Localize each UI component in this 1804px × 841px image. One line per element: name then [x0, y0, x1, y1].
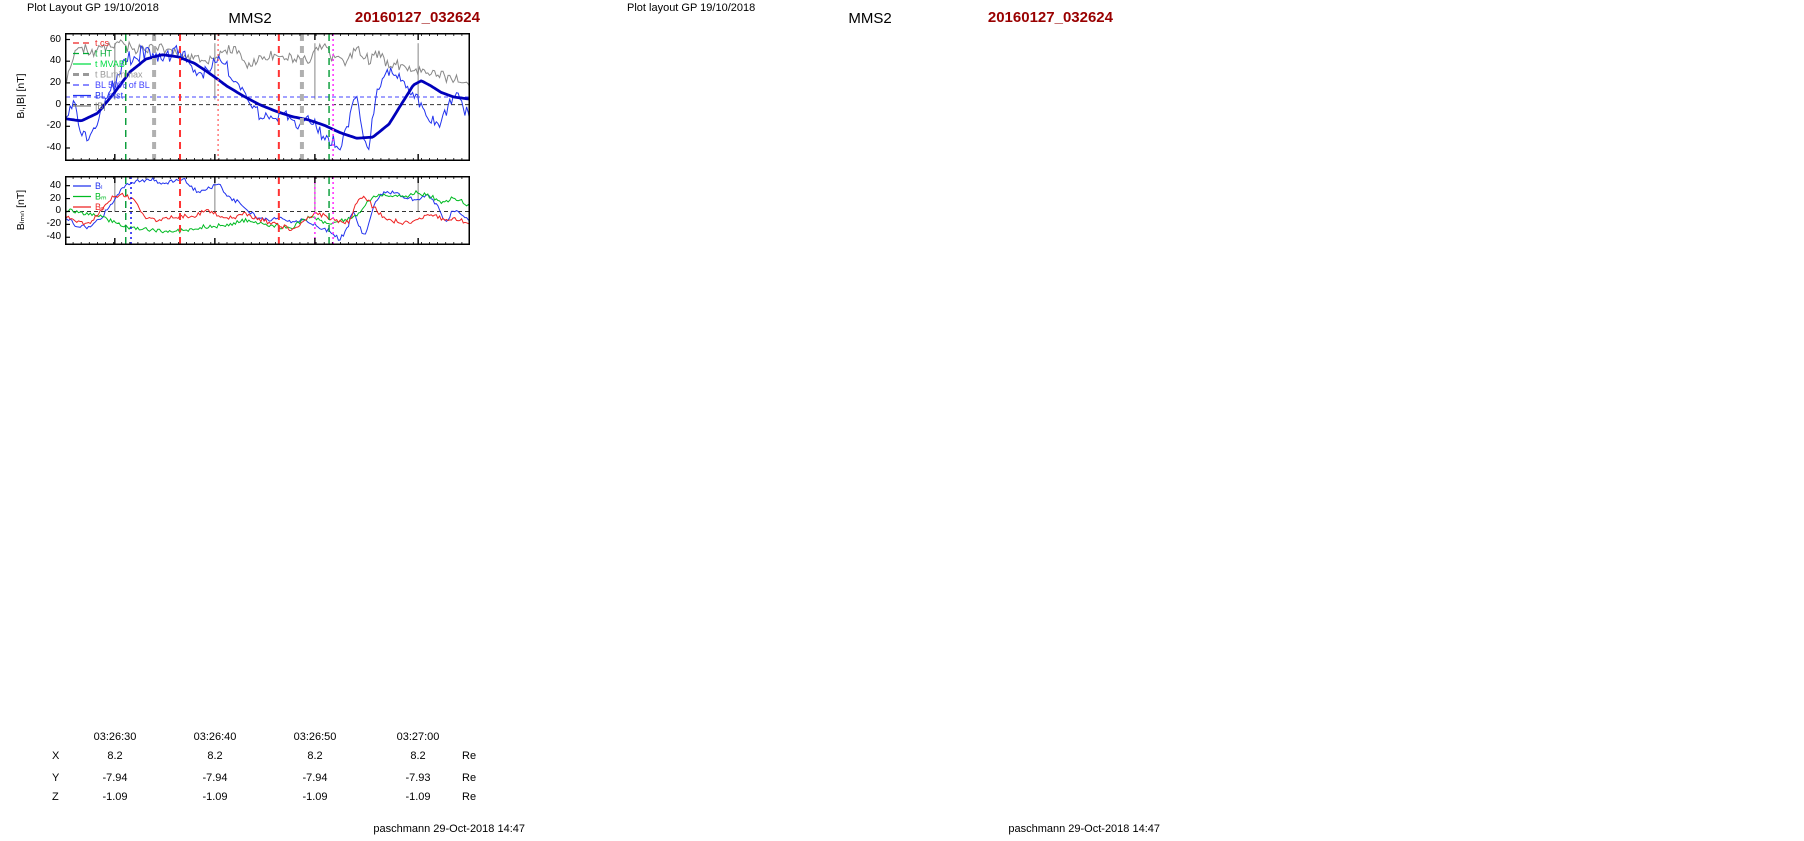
legend-label: |B|	[95, 101, 106, 111]
pos-value: 8.2	[207, 750, 223, 762]
time-tick-label: 03:26:50	[293, 731, 337, 743]
legend-label: t BLminmax	[95, 70, 143, 80]
pos-unit: Re	[462, 772, 477, 784]
pos-value: -1.09	[102, 791, 128, 803]
series-BM	[65, 189, 470, 235]
y-tick-label: -40	[46, 231, 61, 243]
left-plot-layout-label: Plot Layout GP 19/10/2018	[27, 2, 159, 14]
middle-credit-footer: paschmann 29-Oct-2018 14:47	[1008, 823, 1160, 835]
pos-value: -1.09	[302, 791, 328, 803]
legend-label: Bₗ	[95, 181, 103, 191]
left-spacecraft-title: MMS2	[228, 10, 272, 27]
legend-label: BL brst	[95, 91, 124, 101]
legend-label: Bₘ	[95, 192, 107, 202]
pos-value: -1.09	[202, 791, 228, 803]
y-tick-label: 40	[49, 179, 61, 191]
pos-value: -7.93	[405, 772, 431, 784]
legend-label: Bₙ	[95, 202, 105, 212]
pos-row-label: X	[52, 750, 60, 762]
legend-label: t HT	[95, 49, 113, 59]
pos-value: -7.94	[302, 772, 328, 784]
y-tick-label: 0	[55, 98, 61, 110]
left-event-id: 20160127_032624	[354, 9, 480, 26]
time-tick-label: 03:27:00	[396, 731, 440, 743]
middle-spacecraft-title: MMS2	[848, 10, 892, 27]
y-tick-label: 20	[49, 76, 61, 88]
info-panel	[1158, 2, 1804, 839]
middle-plot-layout-label: Plot layout GP 19/10/2018	[627, 2, 756, 14]
y-tick-label: -40	[46, 141, 61, 153]
panel-frame	[65, 176, 470, 245]
plot-ion-espec	[65, 245, 470, 311]
series-BL-smooth	[65, 53, 470, 140]
pos-value: -7.94	[202, 772, 228, 784]
pos-value: 8.2	[410, 750, 426, 762]
y-axis-label: Bₗ,|B| [nT]	[15, 73, 27, 119]
pos-row-label: Z	[52, 791, 59, 803]
y-axis-label: Bₗₘₙ [nT]	[15, 189, 27, 230]
y-tick-label: -20	[46, 120, 61, 132]
y-tick-label: 20	[49, 192, 61, 204]
middle-event-id: 20160127_032624	[987, 9, 1113, 26]
series-BL	[65, 176, 470, 241]
y-tick-label: -20	[46, 218, 61, 230]
series-Bmag	[65, 39, 470, 89]
y-tick-label: 40	[49, 55, 61, 67]
left-figure: Plot Layout GP 19/10/2018 MMS2 20160127_…	[0, 0, 600, 841]
legend-label: t MVAB	[95, 59, 125, 69]
legend-label: t cs	[95, 38, 110, 48]
left-credit-footer: paschmann 29-Oct-2018 14:47	[373, 823, 525, 835]
pos-row-label: Y	[52, 772, 60, 784]
time-tick-label: 03:26:30	[93, 731, 137, 743]
legend-label: BL 50% of BL	[95, 80, 150, 90]
y-tick-label: 0	[55, 205, 61, 217]
y-tick-label: 60	[49, 33, 61, 45]
series-BL-brst	[65, 44, 470, 151]
panel-blmn: Bₗ Bₘ Bₙ	[65, 176, 470, 245]
pos-unit: Re	[462, 791, 477, 803]
pos-unit: Re	[462, 750, 477, 762]
pos-value: 8.2	[307, 750, 323, 762]
middle-figure: Plot layout GP 19/10/2018 MMS2 20160127_…	[600, 0, 1165, 841]
pos-value: -1.09	[405, 791, 431, 803]
series-BN	[65, 192, 470, 232]
panel-ion-espec	[65, 245, 470, 311]
pos-value: -7.94	[102, 772, 128, 784]
panel-bfield: t cs t HT t MVAB t BLminmax BL 50% of BL BL b…	[65, 33, 470, 161]
time-tick-label: 03:26:40	[193, 731, 237, 743]
pos-value: 8.2	[107, 750, 123, 762]
